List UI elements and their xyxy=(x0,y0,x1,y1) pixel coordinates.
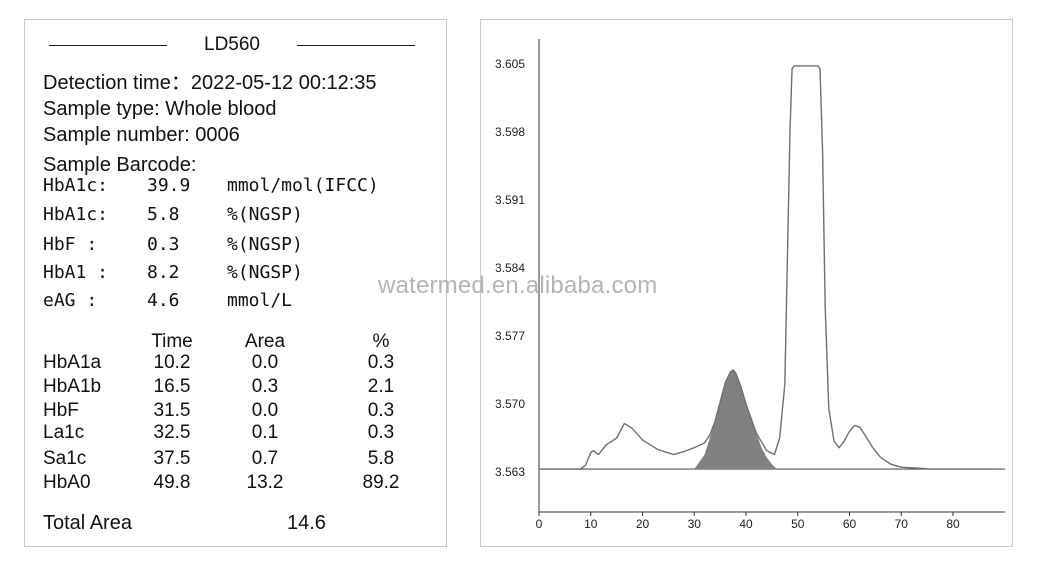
peak-area: 0.3 xyxy=(251,376,279,397)
watermark: watermed.en.alibaba.com xyxy=(378,272,658,299)
result-value: 5.8 xyxy=(147,204,180,225)
result-unit: %(NGSP) xyxy=(227,262,303,283)
x-tick-label: 40 xyxy=(739,517,753,531)
peak-pct: 0.3 xyxy=(367,422,395,443)
peak-name: HbF xyxy=(43,400,79,421)
peak-area: 0.0 xyxy=(251,400,279,421)
result-value: 39.9 xyxy=(147,175,191,196)
result-name: HbF : xyxy=(43,234,98,255)
y-tick-label: 3.584 xyxy=(495,261,525,275)
peak-pct: 0.3 xyxy=(367,352,395,373)
chromatogram-panel: 3.563 3.570 3.577 3.584 3.591 3.598 3.605 0 10 20… xyxy=(480,19,1013,547)
sample-number: Sample number: 0006 xyxy=(43,124,240,146)
peak-time: 49.8 xyxy=(153,472,191,493)
result-value: 8.2 xyxy=(147,262,180,283)
y-tick-label: 3.563 xyxy=(495,465,525,479)
x-tick-label: 0 xyxy=(536,517,543,531)
y-tick-label: 3.605 xyxy=(495,57,525,71)
total-area-value: 14.6 xyxy=(287,512,326,534)
peak-table-header-pct: % xyxy=(372,331,390,352)
result-name: HbA1c: xyxy=(43,204,109,225)
chromatogram-chart: 3.563 3.570 3.577 3.584 3.591 3.598 3.605 0 10 20… xyxy=(495,39,1005,531)
result-value: 4.6 xyxy=(147,290,180,311)
x-tick-label: 60 xyxy=(843,517,857,531)
x-tick-label: 70 xyxy=(895,517,909,531)
report-title: LD560 xyxy=(204,34,260,55)
peak-time: 37.5 xyxy=(153,448,191,469)
peak-time: 31.5 xyxy=(153,400,191,421)
report-title-row: LD560 xyxy=(49,34,415,56)
peak-pct: 5.8 xyxy=(367,448,395,469)
y-tick-label: 3.577 xyxy=(495,329,525,343)
result-unit: mmol/L xyxy=(227,290,293,311)
peak-area: 0.7 xyxy=(251,448,279,469)
peak-table-header-time: Time xyxy=(151,331,193,352)
peak-name: HbA1a xyxy=(43,352,102,373)
peak-area: 0.1 xyxy=(251,422,279,443)
peak-name: HbA0 xyxy=(43,472,91,493)
peak-time: 16.5 xyxy=(153,376,191,397)
report-panel: LD560 Detection time：2022-05-12 00:12:35… xyxy=(24,19,447,547)
x-tick-label: 80 xyxy=(946,517,960,531)
result-unit: %(NGSP) xyxy=(227,204,303,225)
y-tick-label: 3.598 xyxy=(495,125,525,139)
detection-time: Detection time：2022-05-12 00:12:35 xyxy=(43,72,377,94)
peak-area: 0.0 xyxy=(251,352,279,373)
chromatogram-line xyxy=(539,65,995,470)
y-tick-label: 3.570 xyxy=(495,397,525,411)
x-tick-label: 30 xyxy=(688,517,702,531)
peak-table-header-area: Area xyxy=(244,331,286,352)
peak-time: 10.2 xyxy=(153,352,191,373)
peak-name: Sa1c xyxy=(43,448,87,469)
sample-barcode: Sample Barcode: xyxy=(43,154,197,176)
x-tick-label: 10 xyxy=(584,517,598,531)
peak-pct: 89.2 xyxy=(362,472,400,493)
peak-name: HbA1b xyxy=(43,376,102,397)
y-tick-label: 3.591 xyxy=(495,193,525,207)
peak-area: 13.2 xyxy=(246,472,284,493)
title-rule-left xyxy=(49,45,167,46)
x-tick-label: 20 xyxy=(636,517,650,531)
result-name: HbA1c: xyxy=(43,175,109,196)
total-area-label: Total Area xyxy=(43,512,132,534)
x-tick-label: 50 xyxy=(791,517,805,531)
result-value: 0.3 xyxy=(147,234,180,255)
shaded-peak-area xyxy=(694,370,778,470)
result-name: HbA1 : xyxy=(43,262,109,283)
result-name: eAG : xyxy=(43,290,98,311)
peak-time: 32.5 xyxy=(153,422,191,443)
result-unit: %(NGSP) xyxy=(227,234,303,255)
sample-type: Sample type: Whole blood xyxy=(43,98,277,120)
peak-name: La1c xyxy=(43,422,85,443)
title-rule-right xyxy=(297,45,415,46)
peak-pct: 2.1 xyxy=(367,376,395,397)
result-unit: mmol/mol(IFCC) xyxy=(227,175,379,196)
peak-pct: 0.3 xyxy=(367,400,395,421)
